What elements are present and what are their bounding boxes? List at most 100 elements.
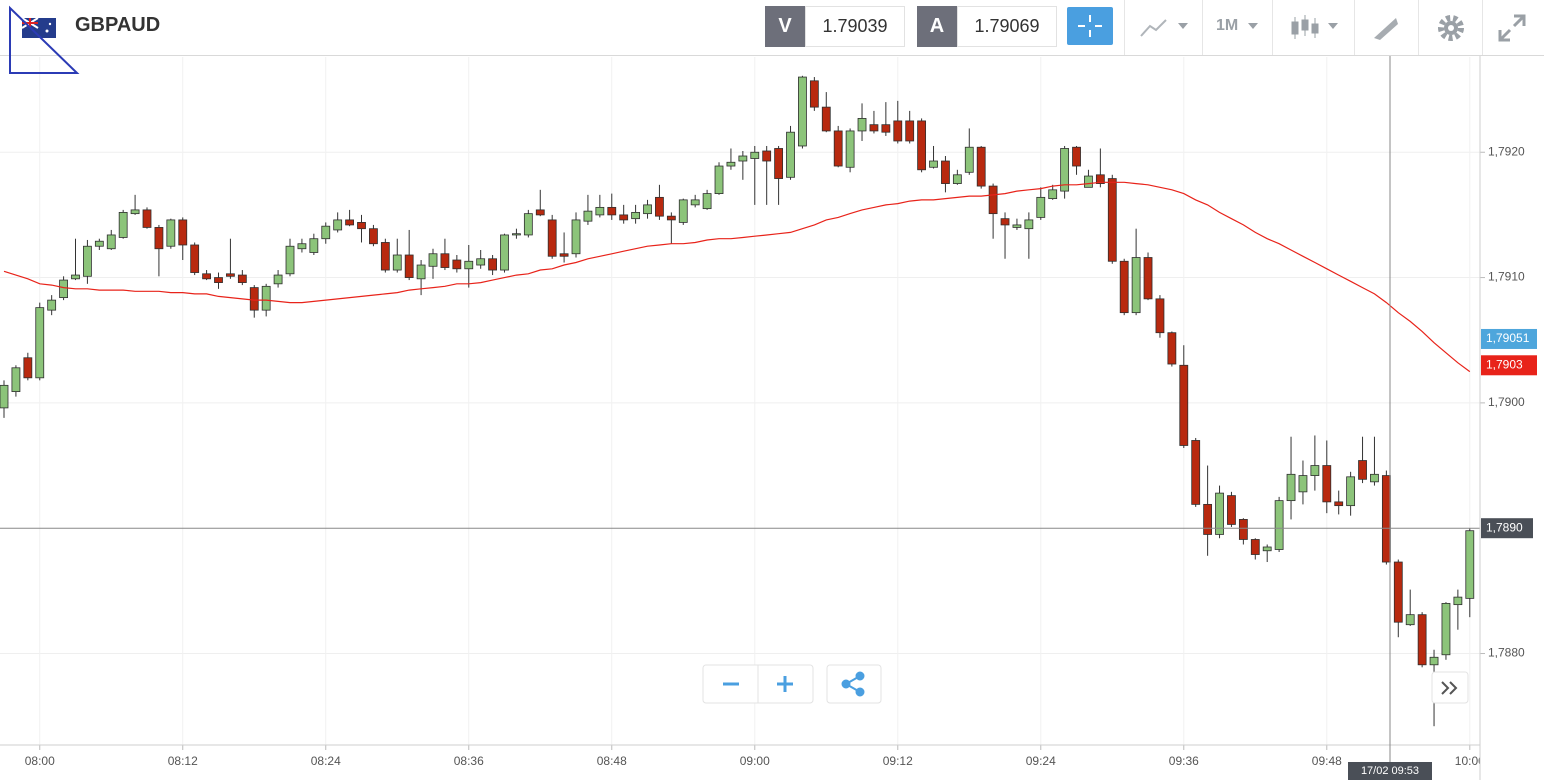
moving-average xyxy=(3,181,1471,373)
settings-button[interactable] xyxy=(1436,13,1466,43)
candle-style-button[interactable] xyxy=(1288,12,1344,44)
candle-body xyxy=(607,206,617,216)
y-tick-label: 1,7900 xyxy=(1488,395,1525,409)
symbol[interactable]: GBPAUD xyxy=(75,14,161,36)
separator xyxy=(1418,0,1419,55)
candle-body xyxy=(1072,146,1081,167)
candle-body xyxy=(559,253,569,257)
y-tick-label: 1,7910 xyxy=(1488,270,1525,284)
candle-body xyxy=(1465,530,1475,599)
candle-body xyxy=(452,259,462,270)
candle-body xyxy=(237,274,247,283)
scroll-end-icon xyxy=(1441,681,1458,695)
crosshair-price-tag xyxy=(1481,518,1533,539)
candle-body xyxy=(118,211,128,238)
candle-body xyxy=(0,384,9,409)
draw-button[interactable] xyxy=(1370,12,1402,44)
candle-body xyxy=(1107,178,1117,262)
ask-price[interactable]: 1.79069 xyxy=(957,6,1057,47)
separator xyxy=(1202,0,1203,55)
candle-body xyxy=(726,161,736,167)
ask-label[interactable]: A xyxy=(917,6,957,47)
toolbar: GBPAUD V 1.79039 A 1.79069 1M xyxy=(0,0,1544,56)
candle-body xyxy=(1227,495,1236,525)
candle-body xyxy=(345,219,354,226)
x-tick-label: 09:00 xyxy=(740,754,770,768)
candle-body xyxy=(547,219,557,257)
candle-body xyxy=(750,151,760,159)
x-tick-label: 09:36 xyxy=(1169,754,1199,768)
candle-body xyxy=(952,174,962,184)
x-tick-label: 08:12 xyxy=(168,754,198,768)
ma-tag xyxy=(1481,355,1537,376)
candle-body xyxy=(845,130,855,168)
separator xyxy=(1124,0,1125,55)
candle-body xyxy=(333,219,343,231)
candle-body xyxy=(1286,473,1296,502)
candle-body xyxy=(202,273,211,280)
candle-body xyxy=(1334,501,1344,507)
candle-body xyxy=(1393,561,1403,623)
candle-body xyxy=(523,213,533,236)
candle-body xyxy=(738,155,748,162)
bid-label[interactable]: V xyxy=(765,6,805,47)
candle-body xyxy=(369,228,378,245)
x-tick-label: 10:00 xyxy=(1455,754,1485,768)
candle-body xyxy=(1084,175,1093,188)
candle-body xyxy=(535,209,545,216)
candle-body xyxy=(893,120,903,142)
candle-body xyxy=(964,146,974,173)
chart-type-button[interactable] xyxy=(1138,14,1194,42)
candle-body xyxy=(83,245,92,277)
candle-body xyxy=(23,357,33,379)
x-tick-label: 08:24 xyxy=(311,754,341,768)
candle-body xyxy=(1119,260,1129,314)
y-tick-label: 1,7920 xyxy=(1488,144,1525,158)
candle-body xyxy=(643,204,652,215)
candle-body xyxy=(1012,224,1022,228)
x-tick-label: 09:12 xyxy=(883,754,913,768)
candle-body xyxy=(1191,440,1201,505)
scroll-end-button[interactable] xyxy=(1431,671,1469,704)
candle-body xyxy=(809,80,819,108)
candle-body xyxy=(440,253,450,268)
crosshair-price-label: 1,7890 xyxy=(1486,520,1523,534)
candle-body xyxy=(1048,189,1058,200)
separator xyxy=(1482,0,1483,55)
y-tick-label: 1,7880 xyxy=(1488,646,1525,660)
candle-body xyxy=(1215,492,1224,535)
candle-body xyxy=(583,210,593,222)
candle-body xyxy=(392,254,402,271)
fullscreen-button[interactable] xyxy=(1496,12,1528,44)
candle-body xyxy=(428,253,438,267)
candle-body xyxy=(1310,465,1320,476)
crosshair-button[interactable] xyxy=(1067,7,1113,45)
candle-body xyxy=(464,260,474,270)
candle-body xyxy=(178,219,188,246)
zoom-in-button[interactable] xyxy=(777,676,793,692)
candle-body xyxy=(71,274,80,280)
bid-price[interactable]: 1.79039 xyxy=(805,6,905,47)
candle-body xyxy=(1250,539,1260,555)
candle-body xyxy=(1143,257,1153,300)
candle-body xyxy=(690,199,700,206)
candle-body xyxy=(261,285,271,311)
candle-body xyxy=(917,120,927,171)
candle-body xyxy=(1381,475,1391,563)
candle-body xyxy=(714,165,724,194)
timeframe-button[interactable]: 1M xyxy=(1216,17,1239,34)
share-button[interactable] xyxy=(826,664,882,704)
candle-body xyxy=(1167,332,1177,365)
candle-body xyxy=(214,277,223,283)
candle-body xyxy=(1298,475,1308,493)
separator xyxy=(1272,0,1273,55)
candle-body xyxy=(1024,219,1034,230)
candle-body xyxy=(988,185,998,215)
candle-body xyxy=(500,234,509,271)
candle-body xyxy=(762,150,772,162)
candle-body xyxy=(702,193,712,210)
candle-body xyxy=(905,120,915,142)
x-tick-label: 08:48 xyxy=(597,754,627,768)
candle-body xyxy=(1060,148,1070,192)
candle-body xyxy=(47,299,57,311)
